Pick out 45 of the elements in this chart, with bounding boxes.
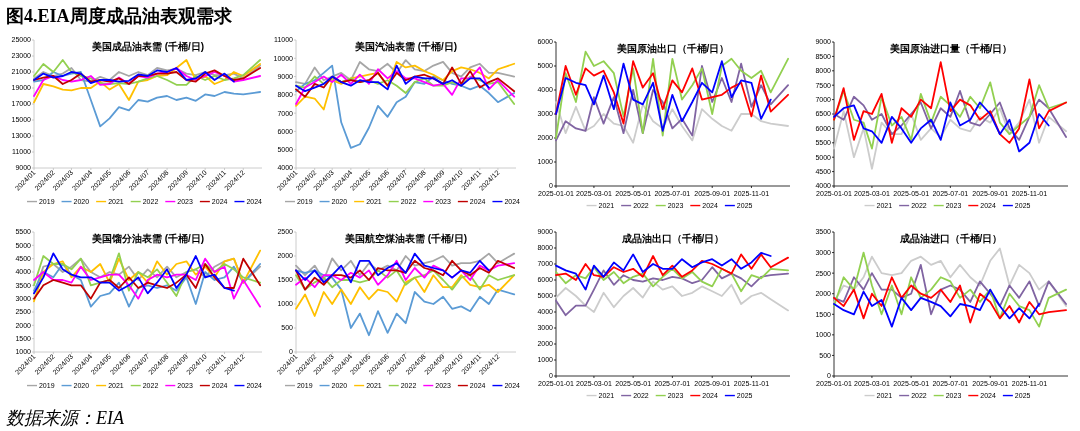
chart-title: 成品油出口（千桶/日） — [620, 233, 725, 244]
line-series — [295, 252, 516, 281]
line-series — [555, 251, 772, 291]
chart-title: 美国原油进口量（千桶/日） — [888, 43, 1013, 54]
line-series — [33, 252, 235, 295]
source-note: 数据来源：EIA — [6, 408, 125, 428]
line-series — [295, 66, 516, 98]
line-series — [555, 280, 789, 313]
line-series — [833, 247, 1067, 307]
chart-title: 美国汽油表需 (千桶/日) — [353, 41, 458, 52]
line-series — [833, 98, 1067, 170]
line-series — [555, 60, 789, 125]
line-series — [33, 59, 262, 86]
line-series — [833, 276, 1067, 324]
line-series — [833, 101, 1050, 153]
line-series — [295, 61, 516, 111]
line-series — [555, 266, 789, 317]
line-series — [833, 288, 1040, 328]
line-series — [33, 59, 262, 104]
line-series — [295, 274, 516, 317]
line-series — [295, 66, 516, 105]
line-series — [295, 269, 516, 337]
line-series — [295, 59, 516, 85]
line-series — [295, 64, 516, 149]
chart-title: 美国成品油表需 (千桶/日) — [90, 41, 205, 52]
line-series — [833, 61, 1067, 144]
line-series — [833, 251, 1067, 328]
line-series — [555, 101, 789, 144]
line-series — [295, 75, 516, 105]
caption: 图4.EIA周度成品油表观需求 — [6, 6, 233, 26]
line-series — [295, 269, 516, 291]
line-series — [555, 266, 789, 293]
chart-title: 美国原油出口（千桶/日） — [615, 43, 730, 54]
line-series — [295, 64, 490, 93]
chart-title: 成品油进口（千桶/日） — [898, 233, 1003, 244]
line-series — [33, 71, 262, 128]
line-series — [833, 90, 1067, 141]
chart-title: 美国航空煤油表需 (千桶/日) — [343, 233, 468, 244]
line-series — [833, 264, 1067, 316]
chart-title: 美国馏分油表需 (千桶/日) — [90, 233, 205, 244]
line-series — [33, 249, 262, 303]
line-series — [555, 253, 789, 281]
line-series — [295, 252, 490, 284]
line-series — [555, 60, 772, 132]
line-series — [555, 62, 789, 142]
